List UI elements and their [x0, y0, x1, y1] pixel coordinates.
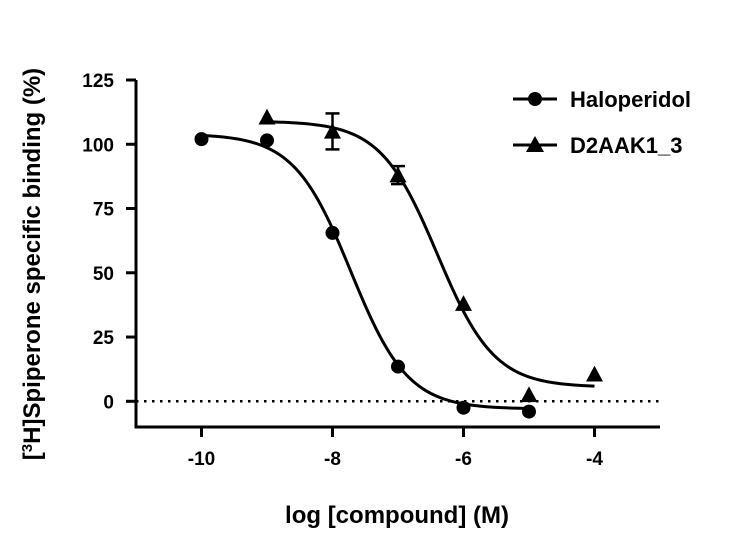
y-tick-label-25: 25: [93, 328, 115, 349]
legend-marker-d2aak1-3: [526, 136, 544, 152]
y-axis-title-superscript: 3: [19, 444, 36, 452]
data-point-d2aak1-3-1: [324, 122, 341, 139]
y-tick-label-0: 0: [103, 392, 114, 413]
legend: Haloperidol D2AAK1_3: [513, 87, 691, 158]
x-tick-label--8: -8: [324, 449, 341, 470]
x-axis-title: log [compound] (M): [285, 502, 509, 529]
y-axis-title-prefix: [: [19, 452, 46, 460]
y-axis-title: [3H]Spiperone specific binding (%): [19, 68, 47, 460]
data-point-d2aak1-3-5: [586, 365, 603, 382]
fit-curve-haloperidol: [201, 133, 530, 410]
y-axis-title-rest: H]Spiperone specific binding (%): [19, 68, 46, 444]
data-point-haloperidol-1: [260, 133, 274, 148]
y-tick-label-100: 100: [82, 135, 114, 156]
data-point-d2aak1-3-3: [455, 295, 472, 311]
data-point-haloperidol-4: [456, 400, 471, 415]
data-point-d2aak1-3-0: [258, 108, 276, 125]
tick-labels-layer: 0 25 50 75 100 125 -10 -8 -6 -4: [82, 71, 603, 470]
legend-label-d2aak1-3: D2AAK1_3: [570, 133, 683, 158]
data-point-d2aak1-3-2: [389, 166, 407, 183]
legend-label-haloperidol: Haloperidol: [570, 87, 691, 112]
y-tick-label-125: 125: [82, 71, 114, 92]
data-point-haloperidol-2: [325, 225, 340, 240]
fit-curves-layer: [201, 120, 595, 410]
y-tick-label-75: 75: [93, 200, 115, 221]
x-tick-label--6: -6: [455, 449, 472, 470]
data-point-haloperidol-5: [522, 404, 536, 419]
error-bars-layer: [325, 112, 405, 186]
data-point-haloperidol-3: [391, 359, 405, 374]
fit-curve-d2aak1-3: [266, 120, 595, 388]
x-tick-label--10: -10: [188, 449, 215, 470]
data-point-d2aak1-3-4: [520, 386, 538, 403]
x-tick-label--4: -4: [586, 449, 603, 470]
data-points-layer: [194, 108, 603, 419]
y-tick-label-50: 50: [93, 264, 114, 285]
legend-marker-haloperidol: [528, 92, 542, 106]
axes-layer: [126, 78, 660, 437]
data-point-haloperidol-0: [194, 132, 209, 147]
